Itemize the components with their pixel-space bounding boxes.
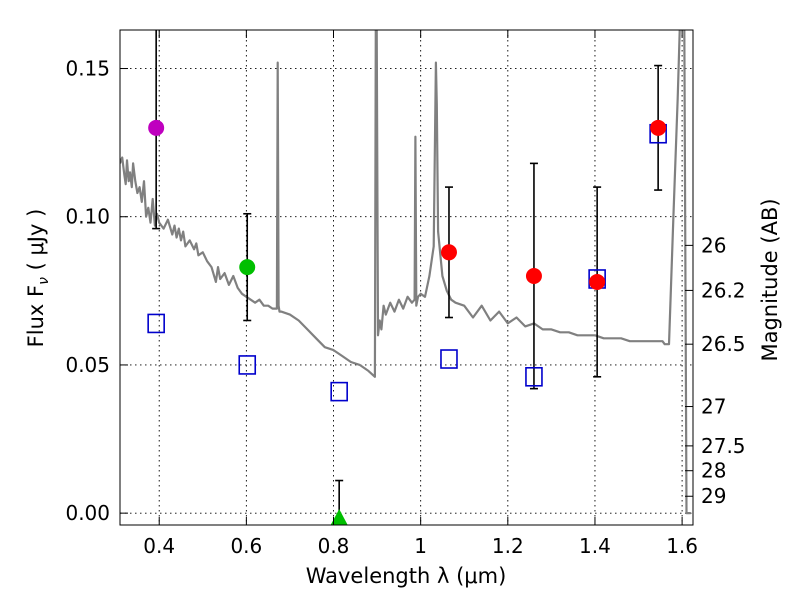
x-tick-label: 1.6 (666, 534, 698, 558)
x-tick-label: 1 (414, 534, 427, 558)
photometry-point (148, 119, 165, 136)
y-tick-label: 0.15 (65, 57, 110, 81)
x-tick-label: 0.6 (230, 534, 262, 558)
photometry-point (440, 244, 457, 261)
mag-tick-label: 26 (701, 233, 726, 257)
photometry-point (650, 119, 667, 136)
x-tick-label: 0.8 (318, 534, 350, 558)
mag-tick-label: 28 (701, 459, 726, 483)
model-flux-square (147, 313, 165, 334)
mag-tick-label: 27.5 (701, 434, 746, 458)
x-tick-label: 1.2 (492, 534, 524, 558)
photometry-upper-limit-triangle (330, 509, 348, 525)
plot-frame (119, 29, 694, 526)
y-tick-label: 0.10 (65, 205, 110, 229)
photometry-point (239, 259, 256, 276)
y-tick-label: 0.00 (65, 501, 110, 525)
mag-tick-label: 26.5 (701, 332, 746, 356)
x-axis-label: Wavelength λ (μm) (306, 564, 507, 588)
mag-tick-label: 27 (701, 395, 726, 419)
mag-tick-label: 26.2 (701, 278, 746, 302)
plot-area (120, 30, 691, 525)
y2-axis-label: Magnitude (AB) (758, 198, 782, 361)
axis-ticks: 0.4 0.6 0.8 1 1.2 1.4 1.6 0.00 0.05 0.10 0.15 26 26.… (65, 30, 746, 558)
model-flux-square (525, 366, 543, 387)
model-flux-square (238, 355, 257, 375)
photometry-point (589, 273, 606, 290)
y-axis-label-subscript: ν (36, 277, 52, 285)
y-axis-label: Flux Fν ( μJy ) (24, 209, 52, 348)
x-tick-label: 1.4 (579, 534, 611, 558)
photometry-point (525, 268, 542, 285)
grid (120, 30, 693, 525)
model-flux-square (440, 349, 458, 369)
y-tick-label: 0.05 (65, 353, 110, 377)
sed-template-line (120, 30, 691, 515)
x-tick-label: 0.4 (143, 534, 175, 558)
model-flux-square (330, 381, 348, 402)
mag-tick-label: 29 (701, 484, 726, 508)
